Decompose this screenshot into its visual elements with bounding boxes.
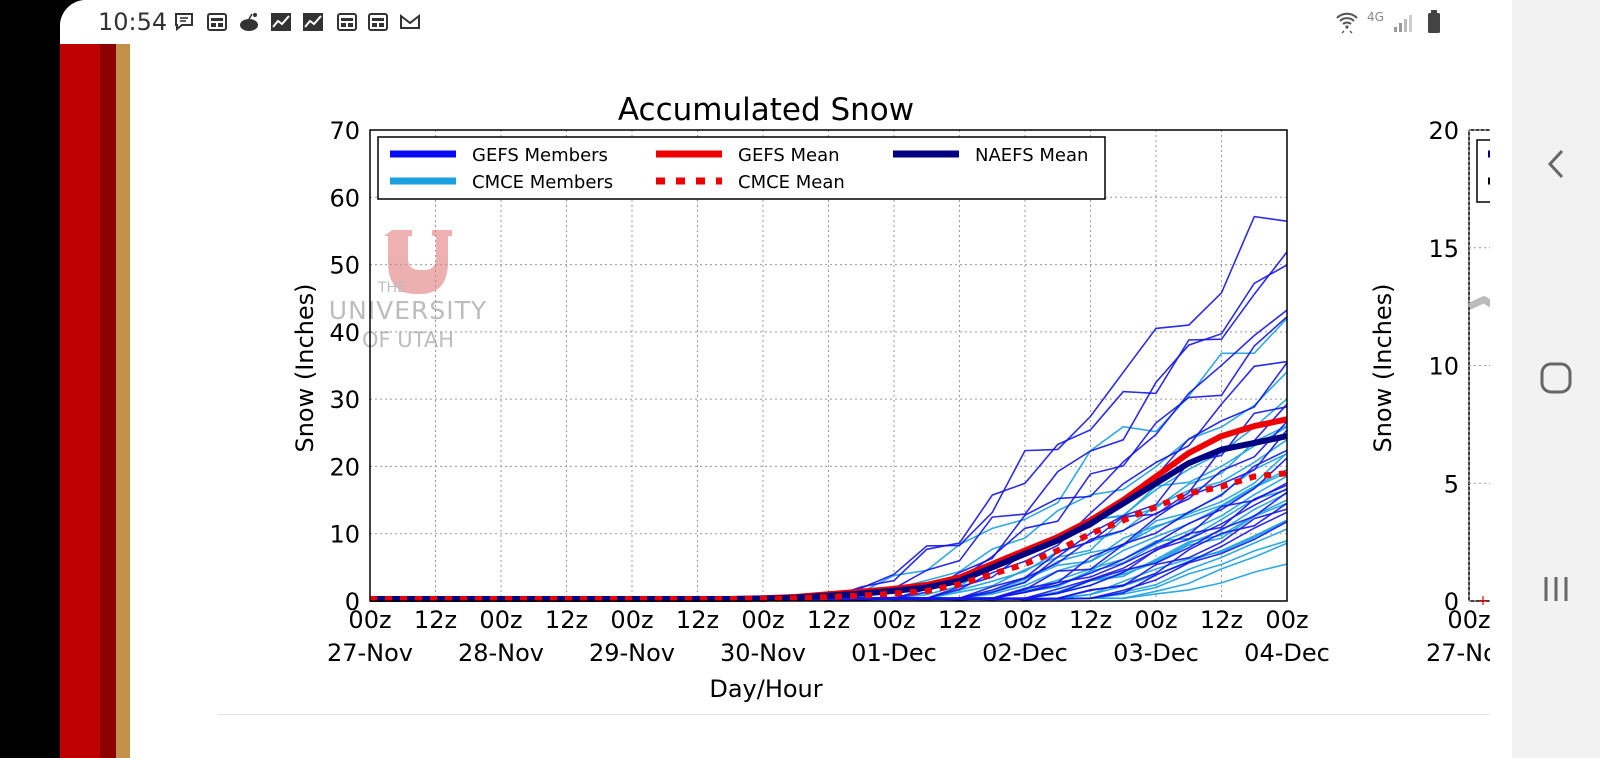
y-tick-label: 70: [329, 117, 360, 145]
x-tick-hour-label: 00z: [479, 606, 522, 634]
news-icon: [368, 13, 388, 31]
legend-label: NAEFS Mean: [975, 145, 1088, 166]
x-tick-hour-label: 12z: [807, 606, 850, 634]
chart-title: Accumulated Snow: [618, 92, 914, 128]
x-tick-day-label: 04-Dec: [1244, 639, 1330, 667]
navigation-bar: [1512, 0, 1600, 758]
legend-label: GEFS Members: [472, 145, 608, 166]
x-tick-hour-label: 00z: [348, 606, 391, 634]
x-tick-hour-label: 12z: [1069, 606, 1112, 634]
recents-icon[interactable]: [1542, 575, 1570, 603]
network-type-label: 4G: [1367, 10, 1384, 24]
university-of-utah-u-logo: [384, 230, 452, 294]
member-line: [369, 316, 1288, 601]
second-y-tick-label: 15: [1428, 235, 1459, 263]
news-icon: [207, 13, 227, 31]
y-tick-label: 10: [329, 521, 360, 549]
x-tick-day-label: 02-Dec: [982, 639, 1068, 667]
x-tick-hour-label: 12z: [1200, 606, 1243, 634]
x-tick-hour-label: 00z: [1265, 606, 1308, 634]
second-y-tick-label: 20: [1428, 117, 1459, 145]
x-tick-hour-label: 00z: [872, 606, 915, 634]
chat-bubble-icon: [175, 13, 193, 32]
x-tick-hour-label: 00z: [1003, 606, 1046, 634]
wifi-icon: [1336, 12, 1358, 34]
y-tick-label: 60: [329, 184, 360, 212]
watermark-line-1: THE: [377, 280, 406, 296]
news-icon: [337, 13, 357, 31]
second-y-tick-label: 0: [1444, 588, 1459, 616]
second-x-tick-day-label: 27-Nov: [1426, 639, 1490, 667]
x-tick-hour-label: 12z: [545, 606, 588, 634]
chevron-left-icon[interactable]: [1546, 148, 1566, 180]
x-tick-day-label: 03-Dec: [1113, 639, 1199, 667]
y-tick-label: 30: [329, 386, 360, 414]
status-time: 10:54: [98, 8, 168, 36]
chart-icon: [303, 13, 323, 31]
y-axis-label: Snow (Inches): [291, 283, 319, 452]
x-tick-day-label: 27-Nov: [327, 639, 413, 667]
card-divider: [218, 714, 1490, 715]
member-line: [369, 215, 1288, 601]
snow-charts: Accumulated Snow THE UNIVERSITY OF UTAH …: [291, 92, 1490, 703]
second-y-tick-labels: 0 5 10 15 20: [1428, 117, 1459, 616]
gmail-icon: [400, 13, 420, 29]
second-chart-grid: [1468, 129, 1490, 602]
signal-icon: [1394, 15, 1412, 32]
x-tick-day-label: 28-Nov: [458, 639, 544, 667]
x-tick-hour-label: 00z: [741, 606, 784, 634]
x-tick-hour-label: 12z: [414, 606, 457, 634]
home-icon[interactable]: [1539, 361, 1573, 395]
chart-legend: GEFS Members GEFS Mean NAEFS Mean CMCE Memb…: [377, 136, 1106, 200]
plot-frame: [369, 129, 1288, 602]
site-side-strip: [60, 44, 130, 758]
legend-label: GEFS Mean: [738, 145, 840, 166]
x-tick-hour-label: 12z: [938, 606, 981, 634]
status-right-icons: 4G: [1335, 0, 1495, 44]
y-tick-label: 40: [329, 319, 360, 347]
accumulated-snow-chart: Accumulated Snow THE UNIVERSITY OF UTAH …: [291, 92, 1330, 703]
ensemble-mean-lines: [370, 416, 1288, 602]
phone-screen: 10:54 4G Accumulated Snow THE UNIVERSITY…: [60, 0, 1600, 758]
second-y-tick-label: 10: [1428, 353, 1459, 381]
second-chart-legend: [1476, 139, 1490, 203]
red-marker: +: [1477, 593, 1489, 609]
gray-band: [1467, 296, 1490, 310]
y-tick-label: 20: [329, 453, 360, 481]
second-y-tick-label: 5: [1444, 470, 1459, 498]
y-tick-labels: 0 10 20 30 40 50 60 70: [329, 117, 360, 616]
x-tick-day-label: 01-Dec: [851, 639, 937, 667]
second-x-tick-hour-label: 00z: [1447, 606, 1490, 634]
mean-line-cmce-mean: [370, 470, 1288, 602]
university-of-utah-watermark: THE UNIVERSITY OF UTAH: [329, 230, 487, 352]
y-tick-label: 50: [329, 252, 360, 280]
watermark-line-2: UNIVERSITY: [329, 296, 487, 325]
ensemble-member-lines: [369, 215, 1288, 601]
legend-label: CMCE Mean: [738, 172, 845, 193]
second-y-axis-label: Snow (Inches): [1369, 283, 1397, 452]
x-tick-day-label: 30-Nov: [720, 639, 806, 667]
chart-icon: [271, 13, 291, 31]
watermark-line-3: OF UTAH: [362, 328, 454, 352]
x-axis-label: Day/Hour: [709, 675, 822, 703]
legend-box: [377, 136, 1106, 200]
status-bar: 10:54: [60, 0, 1490, 44]
legend-label: CMCE Members: [472, 172, 613, 193]
x-tick-hour-label: 12z: [676, 606, 719, 634]
x-tick-day-label: 29-Nov: [589, 639, 675, 667]
member-line: [369, 426, 1288, 601]
reddit-icon: [240, 13, 258, 31]
second-legend-box: [1476, 139, 1490, 203]
x-tick-hour-label: 00z: [610, 606, 653, 634]
member-line: [369, 519, 1288, 601]
battery-icon: [1428, 10, 1440, 33]
y-tick-label: 0: [345, 588, 360, 616]
x-tick-hour-label: 00z: [1134, 606, 1177, 634]
gray-band-line: +++: [1467, 296, 1490, 609]
